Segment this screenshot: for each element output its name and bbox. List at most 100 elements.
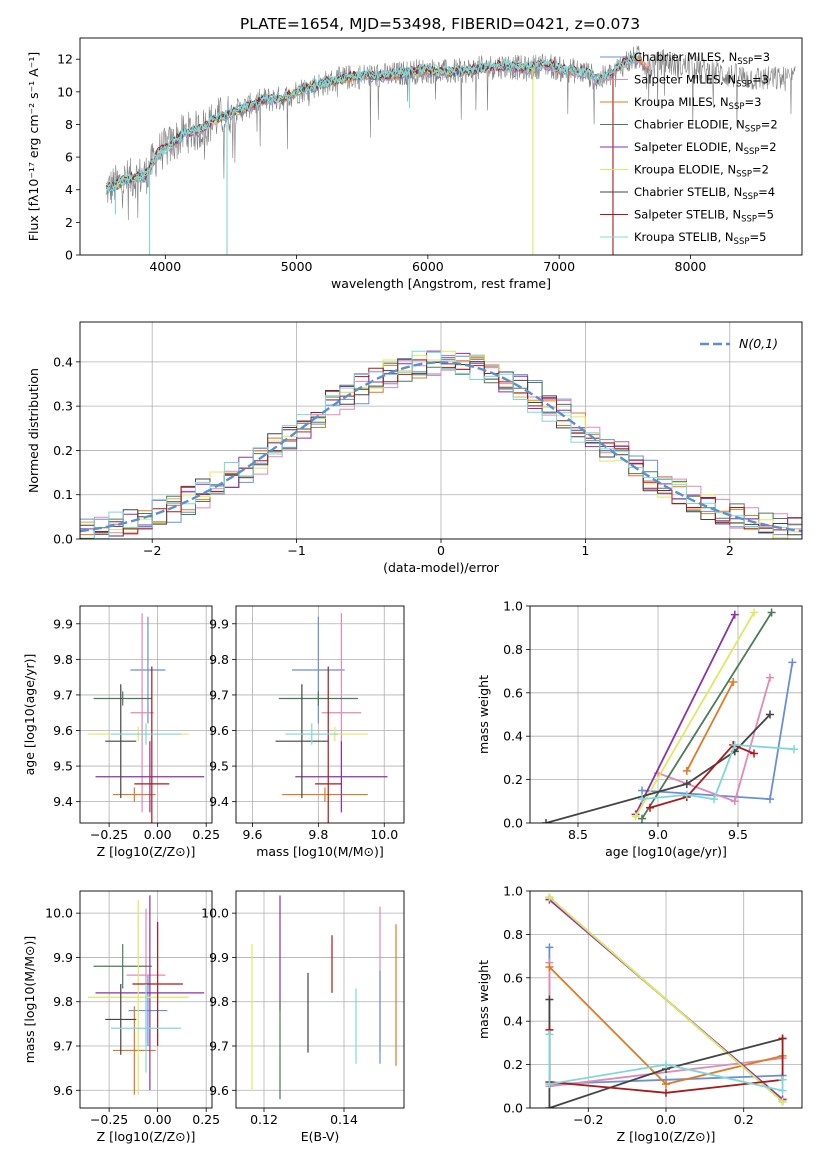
weight-point-marker bbox=[788, 658, 797, 667]
histogram-panel: −2 −1 0 1 2 0.0 0.1 0.2 0.3 0.4 (data-model)/error… bbox=[26, 321, 803, 575]
y-tick-label: 9.6 bbox=[209, 723, 229, 738]
x-axis-label: age [log10(age/yr)] bbox=[605, 844, 727, 859]
x-tick-label: 0.00 bbox=[144, 1112, 172, 1127]
y-tick-label: 9.8 bbox=[209, 994, 229, 1009]
y-tick-label: 0.6 bbox=[503, 685, 523, 700]
x-tick-label: 0 bbox=[437, 543, 445, 558]
legend-label: Kroupa STELIB, NSSP=5 bbox=[634, 230, 766, 247]
legend-label: Salpeter STELIB, NSSP=5 bbox=[634, 208, 774, 225]
y-tick-label: 6 bbox=[65, 150, 73, 165]
weight-point-marker bbox=[790, 745, 798, 754]
weight-point-marker bbox=[545, 962, 554, 971]
y-tick-label: 9.8 bbox=[53, 652, 73, 667]
legend-label-main: Chabrier ELODIE, N bbox=[634, 118, 745, 132]
y-tick-label: 0.1 bbox=[53, 487, 73, 502]
y-tick-label: 0.8 bbox=[503, 642, 523, 657]
errorbar-point-chabrier-miles bbox=[130, 616, 166, 724]
x-tick-label: 8.5 bbox=[568, 827, 588, 842]
legend-label-main: Chabrier MILES, N bbox=[634, 50, 737, 64]
y-tick-label: 2 bbox=[65, 215, 73, 230]
x-tick-label: 9.0 bbox=[648, 827, 668, 842]
legend-label-main: Chabrier STELIB, N bbox=[634, 185, 742, 199]
observed-spectrum-line bbox=[106, 45, 796, 221]
legend-label-value: =4 bbox=[758, 185, 775, 199]
y-axis-label: mass weight bbox=[476, 960, 491, 1039]
x-axis-label: Z [log10(Z/Z⊙)] bbox=[97, 1129, 196, 1144]
y-axis-label: Flux [fλ10⁻¹⁷ erg cm⁻² s⁻¹ A⁻¹] bbox=[26, 52, 41, 241]
weight-point-marker bbox=[545, 1080, 554, 1089]
weight-point-marker bbox=[662, 1060, 670, 1069]
errorbar-point-kroupa-elodie bbox=[87, 899, 189, 1095]
y-tick-label: 9.7 bbox=[209, 1039, 229, 1054]
y-tick-label: 1.0 bbox=[503, 884, 523, 899]
errorbar-point-chabrier-miles bbox=[292, 616, 345, 724]
weight-point-marker bbox=[778, 1034, 787, 1043]
errorbar-point-kroupa-stelib bbox=[285, 723, 339, 745]
y-tick-label: 0.4 bbox=[53, 354, 73, 369]
weight-point-marker bbox=[750, 749, 758, 758]
x-tick-label: 6000 bbox=[412, 259, 444, 274]
y-tick-label: 9.4 bbox=[209, 794, 229, 809]
errorbar-point-salpeter-stelib bbox=[315, 666, 342, 823]
legend-label-sub: SSP bbox=[737, 57, 753, 67]
x-tick-label: 10.0 bbox=[370, 827, 398, 842]
errorbar-point-salpeter-elodie bbox=[95, 895, 205, 1091]
legend-label-value: =3 bbox=[752, 73, 769, 87]
y-tick-label: 9.6 bbox=[53, 1083, 73, 1098]
legend-label-value: =2 bbox=[761, 118, 778, 132]
legend-label: Chabrier STELIB, NSSP=4 bbox=[634, 185, 775, 202]
weight-point-marker bbox=[778, 1097, 787, 1106]
legend-label-sub: SSP bbox=[736, 170, 752, 180]
x-tick-label: 1 bbox=[581, 543, 589, 558]
y-tick-label: 9.5 bbox=[209, 759, 229, 774]
weight-point-marker bbox=[730, 610, 739, 619]
errorbar-point-salpeter-elodie bbox=[295, 741, 388, 813]
x-tick-label: −0.25 bbox=[90, 1112, 128, 1127]
axes-frame bbox=[79, 605, 213, 824]
legend-label-value: =2 bbox=[752, 163, 769, 177]
weight-line-salpeter-stelib bbox=[649, 743, 755, 809]
y-tick-label: 10 bbox=[57, 84, 73, 99]
y-tick-label: 0.2 bbox=[503, 772, 523, 787]
weight-point-marker bbox=[778, 1075, 787, 1084]
weight-point-marker bbox=[730, 797, 739, 806]
y-tick-label: 1.0 bbox=[503, 599, 523, 614]
legend-label-main: Salpeter STELIB, N bbox=[634, 208, 741, 222]
y-tick-label: 0.4 bbox=[503, 729, 523, 744]
errorbar-point-kroupa-stelib bbox=[111, 984, 181, 1073]
y-tick-label: 10.0 bbox=[45, 906, 73, 921]
y-tick-label: 0.8 bbox=[503, 927, 523, 942]
model-line-kroupa-stelib bbox=[106, 52, 638, 190]
plot-area bbox=[80, 322, 802, 539]
x-tick-label: 9.8 bbox=[308, 827, 328, 842]
y-tick-label: 0.0 bbox=[503, 816, 523, 831]
legend-label: Chabrier ELODIE, NSSP=2 bbox=[634, 118, 778, 135]
errorbar-point-salpeter-stelib bbox=[134, 666, 170, 823]
legend-label-sub: SSP bbox=[729, 102, 745, 112]
legend-label-main: Kroupa STELIB, N bbox=[634, 230, 734, 244]
weight-point-marker bbox=[638, 786, 646, 795]
legend-label-value: =5 bbox=[749, 230, 766, 244]
y-axis-label: mass [log10(M/M⊙)] bbox=[22, 936, 37, 1064]
legend-label-main: Salpeter MILES, N bbox=[634, 73, 736, 87]
y-axis-label: mass weight bbox=[476, 675, 491, 754]
weight-point-marker bbox=[767, 608, 776, 617]
weight-point-marker bbox=[638, 814, 646, 823]
spectrum-panel: 4000 5000 6000 7000 8000 0 2 4 6 8 10 12 wavelength … bbox=[26, 37, 803, 291]
x-tick-label: 0.25 bbox=[192, 827, 220, 842]
x-tick-label: 0.00 bbox=[144, 827, 172, 842]
x-tick-label: 0.2 bbox=[734, 1112, 754, 1127]
x-axis-label: Z [log10(Z/Z⊙)] bbox=[97, 844, 196, 859]
weight-line-kroupa-miles bbox=[686, 681, 734, 772]
weight-point-marker bbox=[545, 995, 554, 1004]
errorbar-point-chabrier-miles bbox=[128, 975, 168, 1046]
legend-label: Chabrier MILES, NSSP=3 bbox=[634, 50, 770, 67]
y-tick-label: 9.8 bbox=[209, 652, 229, 667]
legend-label-sub: SSP bbox=[736, 80, 752, 90]
y-tick-label: 4 bbox=[65, 182, 73, 197]
y-tick-label: 0.4 bbox=[503, 1014, 523, 1029]
legend-label-value: =5 bbox=[757, 208, 774, 222]
y-tick-label: 9.7 bbox=[53, 1039, 73, 1054]
